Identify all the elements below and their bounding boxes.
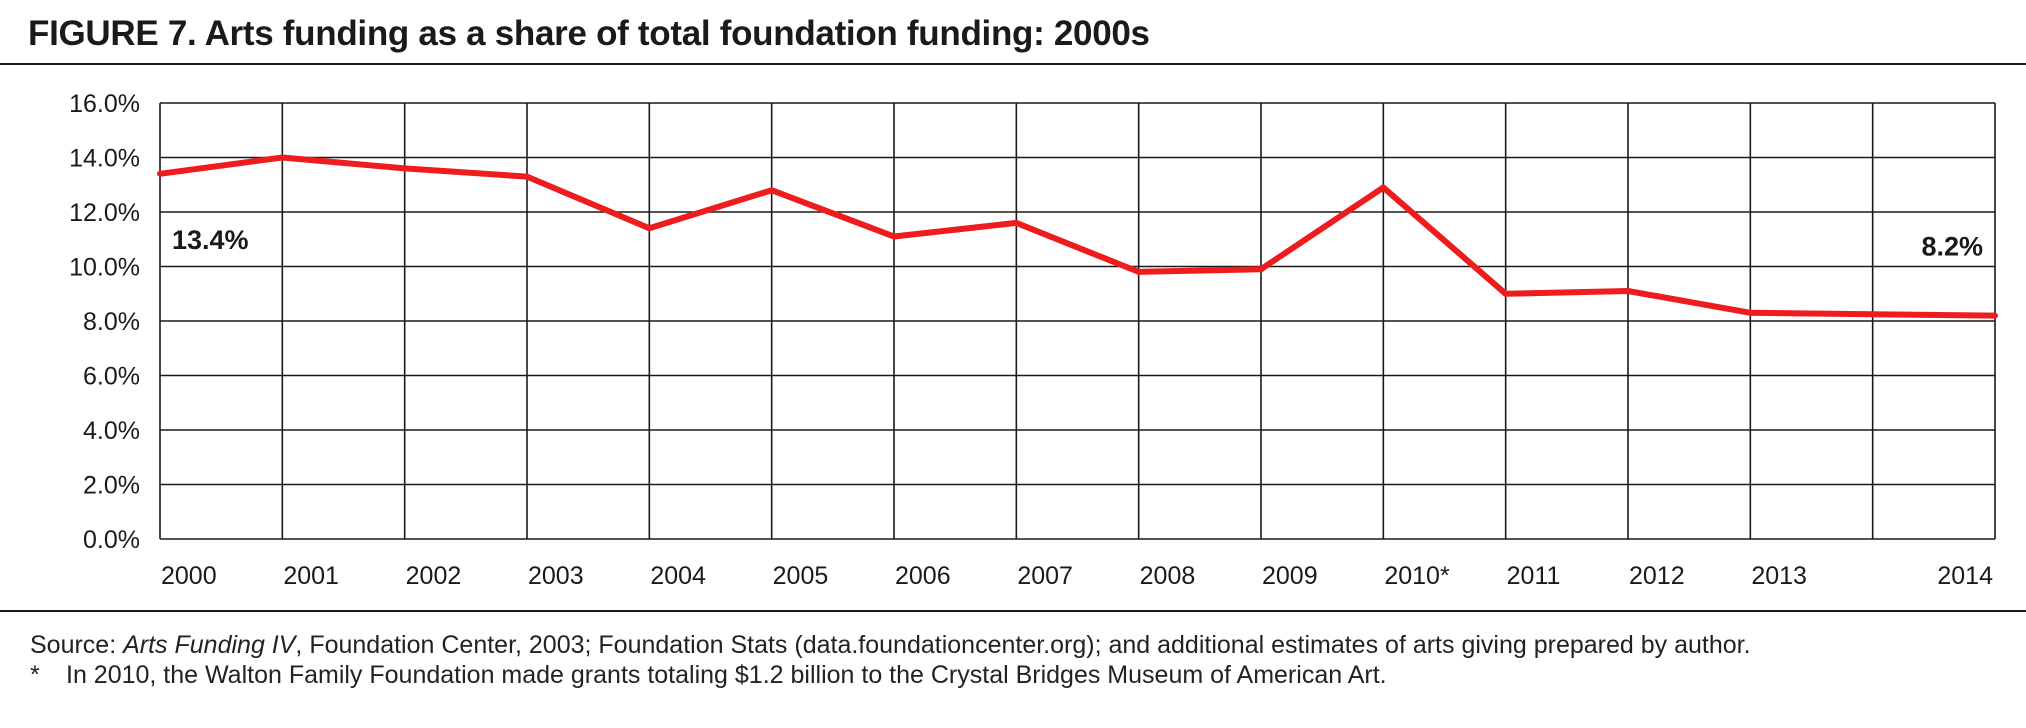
data-point xyxy=(1502,290,1509,297)
y-tick-label: 4.0% xyxy=(83,417,140,445)
y-tick-label: 0.0% xyxy=(83,526,140,554)
x-tick-label: 2009 xyxy=(1262,562,1318,590)
x-tick-label: 2011 xyxy=(1507,562,1561,590)
x-axis-labels: 2000 2001 2002 2003 2004 2005 2006 2007 2008 2009… xyxy=(161,562,1993,590)
x-tick-label: 2004 xyxy=(650,562,706,590)
y-tick-label: 12.0% xyxy=(69,199,140,227)
data-point xyxy=(891,233,897,240)
data-label: 13.4% xyxy=(172,225,249,255)
data-point xyxy=(1992,312,1998,319)
data-point xyxy=(1258,266,1264,273)
x-tick-label: 2008 xyxy=(1140,562,1196,590)
x-tick-label: 2010* xyxy=(1384,562,1450,590)
series-group xyxy=(157,154,1998,319)
source-rest: , Foundation Center, 2003; Foundation St… xyxy=(295,631,1751,659)
y-axis-labels: 0.0% 2.0% 4.0% 6.0% 8.0% 10.0% 12.0% 14.0% 16.0% xyxy=(69,90,140,554)
data-point xyxy=(1380,184,1387,191)
y-tick-label: 2.0% xyxy=(83,472,140,500)
y-tick-label: 14.0% xyxy=(69,145,140,173)
x-tick-label: 2013 xyxy=(1751,562,1807,590)
data-point xyxy=(157,170,163,177)
line-chart: 0.0% 2.0% 4.0% 6.0% 8.0% 10.0% 12.0% 14.0% 16.0%… xyxy=(0,63,2026,612)
data-point xyxy=(279,154,286,161)
data-label: 8.2% xyxy=(1921,232,1983,262)
data-point xyxy=(524,173,530,180)
figure-title: FIGURE 7. Arts funding as a share of tot… xyxy=(28,14,1150,53)
y-tick-label: 6.0% xyxy=(83,363,140,391)
data-point xyxy=(401,165,408,172)
data-point xyxy=(1625,288,1631,294)
x-tick-label: 2007 xyxy=(1017,562,1073,590)
x-tick-label: 2001 xyxy=(283,562,339,590)
y-tick-label: 16.0% xyxy=(69,90,140,118)
x-tick-label: 2005 xyxy=(773,562,829,590)
source-publication: Arts Funding IV xyxy=(123,631,296,659)
x-tick-label: 2000 xyxy=(161,562,217,590)
x-tick-label: 2014 xyxy=(1937,562,1993,590)
source-note: Source: Arts Funding IV, Foundation Cent… xyxy=(30,630,1751,660)
data-point xyxy=(1135,268,1142,275)
x-tick-label: 2003 xyxy=(528,562,584,590)
grid xyxy=(159,102,1996,540)
x-tick-label: 2012 xyxy=(1629,562,1685,590)
x-tick-label: 2006 xyxy=(895,562,951,590)
data-point xyxy=(646,225,653,232)
series-line-0 xyxy=(159,154,1996,319)
y-tick-label: 10.0% xyxy=(69,254,140,282)
footnote: * In 2010, the Walton Family Foundation m… xyxy=(30,660,1387,690)
data-point xyxy=(1013,219,1020,226)
x-tick-label: 2002 xyxy=(406,562,462,590)
data-point xyxy=(768,187,775,194)
data-point xyxy=(1747,309,1754,316)
footnote-text: In 2010, the Walton Family Foundation ma… xyxy=(66,661,1387,689)
annotations: 13.4% 8.2% xyxy=(172,225,1983,262)
source-prefix: Source: xyxy=(30,631,124,659)
y-tick-label: 8.0% xyxy=(83,308,140,336)
footnote-marker: * xyxy=(30,661,40,689)
